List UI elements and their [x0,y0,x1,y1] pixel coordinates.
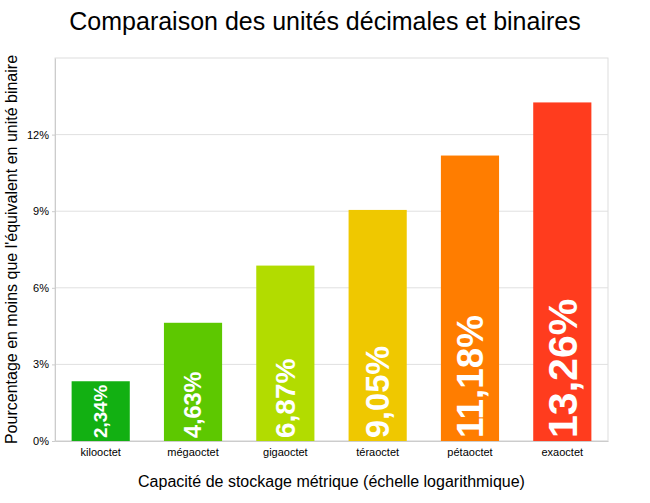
data-label: 9,05% [360,346,396,438]
plot: 0% 3% 6% 9% 12% kilooctet mégaoctet gigaoctet té… [27,58,609,458]
y-axis: 0% 3% 6% 9% 12% [27,59,56,448]
x-tick: gigaoctet [263,446,308,458]
grid-line [55,441,608,442]
y-tick-label: 6% [33,282,49,294]
y-tick-label: 9% [33,205,49,217]
y-tick-mark [52,211,55,212]
chart: 0% 3% 6% 9% 12% kilooctet mégaoctet gigaoctet té… [0,0,650,503]
x-tick: kilooctet [81,446,121,458]
x-tick: téraoctet [356,446,399,458]
bar [533,102,591,441]
data-label: 2,34% [90,384,111,438]
y-tick: 6% [33,282,55,294]
y-tick: 3% [33,358,55,370]
y-tick-label: 3% [33,358,49,370]
plot-frame [55,58,608,441]
title: Comparaison des unités décimales et bina… [69,7,580,35]
y-tick-mark [52,288,55,289]
y-tick: 12% [27,129,55,141]
y-tick: 9% [33,205,55,217]
y-tick-mark [52,364,55,365]
grid [55,135,608,441]
x-axis-title: Capacité de stockage métrique (échelle l… [138,473,525,490]
x-tick-label: pétaoctet [447,446,492,458]
data-label: 4,63% [180,371,206,438]
bar [164,323,222,441]
bar [441,156,499,441]
x-axis-line [56,441,609,442]
x-tick-label: kilooctet [81,446,121,458]
x-tick-label: téraoctet [356,446,399,458]
x-axis: kilooctet mégaoctet gigaoctet téraoctet péta… [56,442,609,459]
bars [72,102,592,441]
x-tick-label: mégaoctet [167,446,218,458]
y-axis-title: Pourcentage en moins que l'équivalent en… [3,55,20,444]
data-label: 11,18% [450,315,491,438]
grid-line [55,211,608,212]
y-axis-line [55,59,56,442]
grid-line [55,364,608,365]
y-tick-mark [52,441,55,442]
data-labels: 2,34% 4,63% 6,87% 9,05% 11,18% 13,26% [90,299,586,438]
y-tick: 0% [33,435,55,447]
x-tick-label: gigaoctet [263,446,308,458]
grid-line [55,134,608,135]
bar [256,266,314,441]
bar [349,210,407,441]
x-tick: pétaoctet [447,446,492,458]
grid-line [55,287,608,288]
x-tick-label: exaoctet [542,446,584,458]
bar [72,381,130,441]
y-tick-label: 0% [33,435,49,447]
y-tick-label: 12% [27,129,49,141]
x-tick: mégaoctet [167,446,218,458]
data-label: 6,87% [270,358,301,438]
data-label: 13,26% [540,299,586,438]
x-tick: exaoctet [542,446,584,458]
y-tick-mark [52,135,55,136]
